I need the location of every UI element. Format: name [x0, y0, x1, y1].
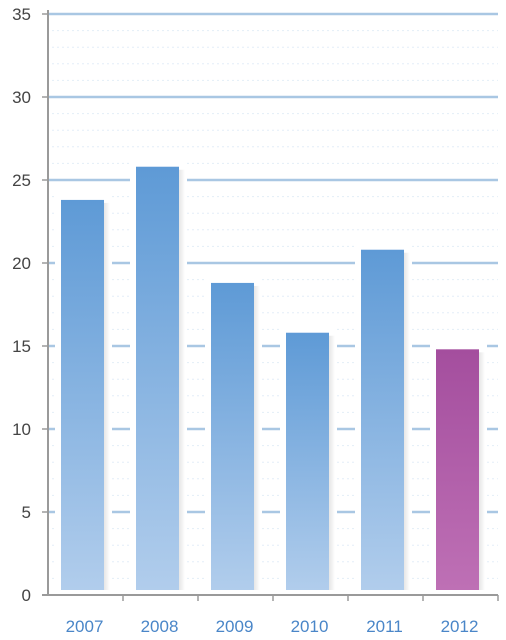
- bar-2011: [361, 249, 404, 590]
- gridlines: [48, 12, 498, 579]
- axes: [42, 10, 499, 601]
- x-tick-label: 2012: [441, 617, 479, 636]
- bar-2009: [211, 282, 254, 590]
- x-tick-label: 2007: [66, 617, 104, 636]
- x-tick-label: 2008: [141, 617, 179, 636]
- y-tick-label: 15: [12, 337, 31, 356]
- bar-2007: [61, 199, 104, 591]
- bar-2010: [286, 332, 329, 590]
- bar-shadow: [179, 169, 185, 590]
- y-tick-label: 10: [12, 420, 31, 439]
- tick-labels: 0 5 10 15 20 25 30 35 2007 2008 2009 2010 2011 2012: [12, 5, 478, 636]
- bar-2012: [436, 349, 479, 590]
- bar-shadow: [404, 252, 410, 590]
- bar-shadow: [104, 202, 110, 591]
- y-tick-label: 0: [22, 586, 31, 605]
- x-tick-label: 2011: [366, 617, 403, 636]
- bar-shadow: [254, 285, 260, 590]
- y-tick-label: 35: [12, 5, 31, 24]
- bar-shadow: [479, 352, 485, 590]
- bars: [55, 160, 487, 591]
- y-tick-label: 20: [12, 254, 31, 273]
- bar-2008: [136, 166, 179, 590]
- y-tick-label: 25: [12, 171, 31, 190]
- x-tick-label: 2010: [291, 617, 329, 636]
- bar-shadow: [329, 335, 335, 590]
- y-tick-label: 30: [12, 88, 31, 107]
- y-tick-label: 5: [22, 503, 31, 522]
- x-tick-label: 2009: [216, 617, 254, 636]
